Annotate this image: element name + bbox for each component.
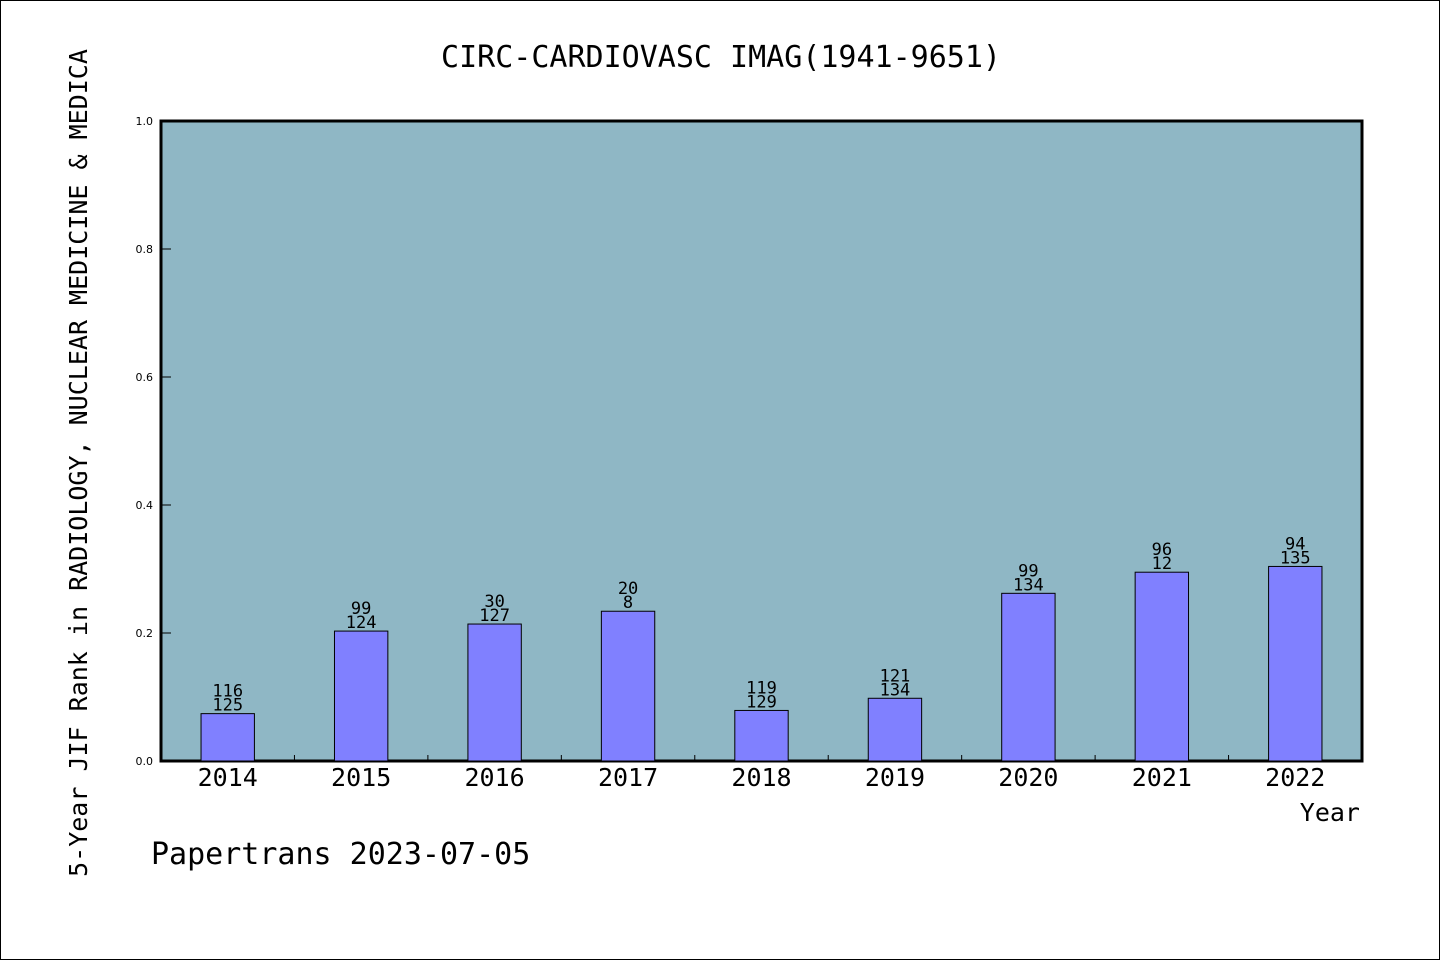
y-tick-label: 0.4 bbox=[136, 499, 154, 512]
bar bbox=[1268, 565, 1323, 762]
bar-label-top: 99 bbox=[1018, 561, 1038, 581]
bar-label-top: 94 bbox=[1285, 534, 1305, 554]
x-tick-label: 2021 bbox=[1132, 763, 1192, 792]
bar-label-bottom: 134 bbox=[880, 680, 911, 700]
bar-label-top: 30 bbox=[484, 592, 504, 612]
x-tick-label: 2017 bbox=[598, 763, 658, 792]
x-tick-label: 2016 bbox=[465, 763, 525, 792]
bar bbox=[734, 709, 789, 762]
y-tick-label: 0.8 bbox=[136, 243, 154, 256]
y-tick-label: 0.0 bbox=[136, 755, 154, 768]
y-axis-ticks: 0.0 0.2 0.4 0.6 0.8 1.0 bbox=[136, 115, 171, 768]
x-tick-label: 2018 bbox=[731, 763, 791, 792]
bar-label-bottom: 124 bbox=[346, 613, 377, 633]
bar bbox=[200, 713, 255, 762]
x-axis-label: Year bbox=[1300, 798, 1360, 827]
bar-label-bottom: 12 bbox=[1152, 554, 1172, 574]
watermark: Papertrans 2023-07-05 bbox=[151, 837, 530, 872]
bar-label-top: 96 bbox=[1152, 540, 1172, 560]
bar bbox=[1134, 571, 1190, 762]
x-tick-label: 2020 bbox=[998, 763, 1058, 792]
bar-label-top: 20 bbox=[618, 579, 638, 599]
x-tick-label: 2014 bbox=[198, 763, 258, 792]
bar-label-bottom: 127 bbox=[479, 606, 510, 626]
y-tick-label: 1.0 bbox=[136, 115, 154, 128]
bar bbox=[467, 623, 522, 762]
bar-label-bottom: 125 bbox=[212, 696, 243, 716]
bar bbox=[333, 630, 389, 762]
x-tick-labels-group: 2014 2015 2016 2017 2018 2019 2020 2021 2022 bbox=[198, 763, 1326, 792]
bar-label-top: 121 bbox=[880, 666, 911, 686]
y-tick-label: 0.6 bbox=[136, 371, 154, 384]
bar bbox=[1001, 592, 1056, 762]
x-axis-ticks bbox=[293, 755, 1230, 761]
x-tick-label: 2015 bbox=[331, 763, 391, 792]
bar-label-bottom: 129 bbox=[746, 692, 777, 712]
y-tick-label: 0.2 bbox=[136, 627, 154, 640]
bar-label-bottom: 8 bbox=[623, 593, 633, 613]
bar bbox=[867, 697, 923, 762]
bars-group bbox=[200, 565, 1323, 762]
chart-title: CIRC-CARDIOVASC IMAG(1941-9651) bbox=[441, 40, 1001, 75]
y-axis-label: 5-Year JIF Rank in RADIOLOGY, NUCLEAR ME… bbox=[64, 49, 93, 877]
bar-label-top: 116 bbox=[212, 682, 243, 702]
x-tick-label: 2022 bbox=[1265, 763, 1325, 792]
bar-label-top: 99 bbox=[351, 599, 371, 619]
bar-label-top: 119 bbox=[746, 678, 777, 698]
x-tick-label: 2019 bbox=[865, 763, 925, 792]
bar-label-bottom: 134 bbox=[1013, 575, 1044, 595]
bar-label-bottom: 135 bbox=[1280, 548, 1311, 568]
bar bbox=[600, 610, 656, 762]
